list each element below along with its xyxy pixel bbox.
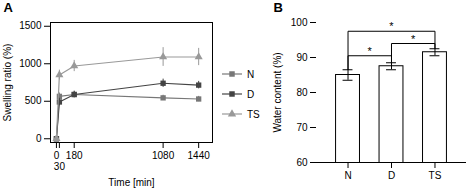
svg-text:Time [min]: Time [min] <box>108 177 155 188</box>
svg-text:D: D <box>388 170 395 181</box>
svg-text:*: * <box>368 45 373 57</box>
svg-text:0: 0 <box>36 133 42 144</box>
svg-text:500: 500 <box>25 95 42 106</box>
svg-text:1000: 1000 <box>19 58 42 69</box>
svg-text:A: A <box>4 0 14 15</box>
svg-text:90: 90 <box>296 52 308 63</box>
svg-text:B: B <box>274 0 283 15</box>
svg-text:1500: 1500 <box>19 20 42 31</box>
svg-text:100: 100 <box>291 17 308 28</box>
svg-text:80: 80 <box>296 87 308 98</box>
svg-text:Swelling ratio (%): Swelling ratio (%) <box>2 44 13 122</box>
svg-text:N: N <box>344 170 351 181</box>
svg-text:TS: TS <box>429 170 442 181</box>
svg-text:1440: 1440 <box>188 150 211 161</box>
svg-text:60: 60 <box>296 157 308 168</box>
svg-text:0: 0 <box>54 150 60 161</box>
html-text:N: N <box>247 68 255 80</box>
svg-text:1080: 1080 <box>152 150 175 161</box>
svg-text:*: * <box>411 33 416 45</box>
html-text:D: D <box>247 88 255 100</box>
svg-text:70: 70 <box>296 122 308 133</box>
svg-text:30: 30 <box>54 161 66 172</box>
svg-text:180: 180 <box>66 150 83 161</box>
html-text:TS: TS <box>247 108 260 120</box>
svg-text:Water content (%): Water content (%) <box>272 52 283 132</box>
svg-text:*: * <box>389 20 394 32</box>
